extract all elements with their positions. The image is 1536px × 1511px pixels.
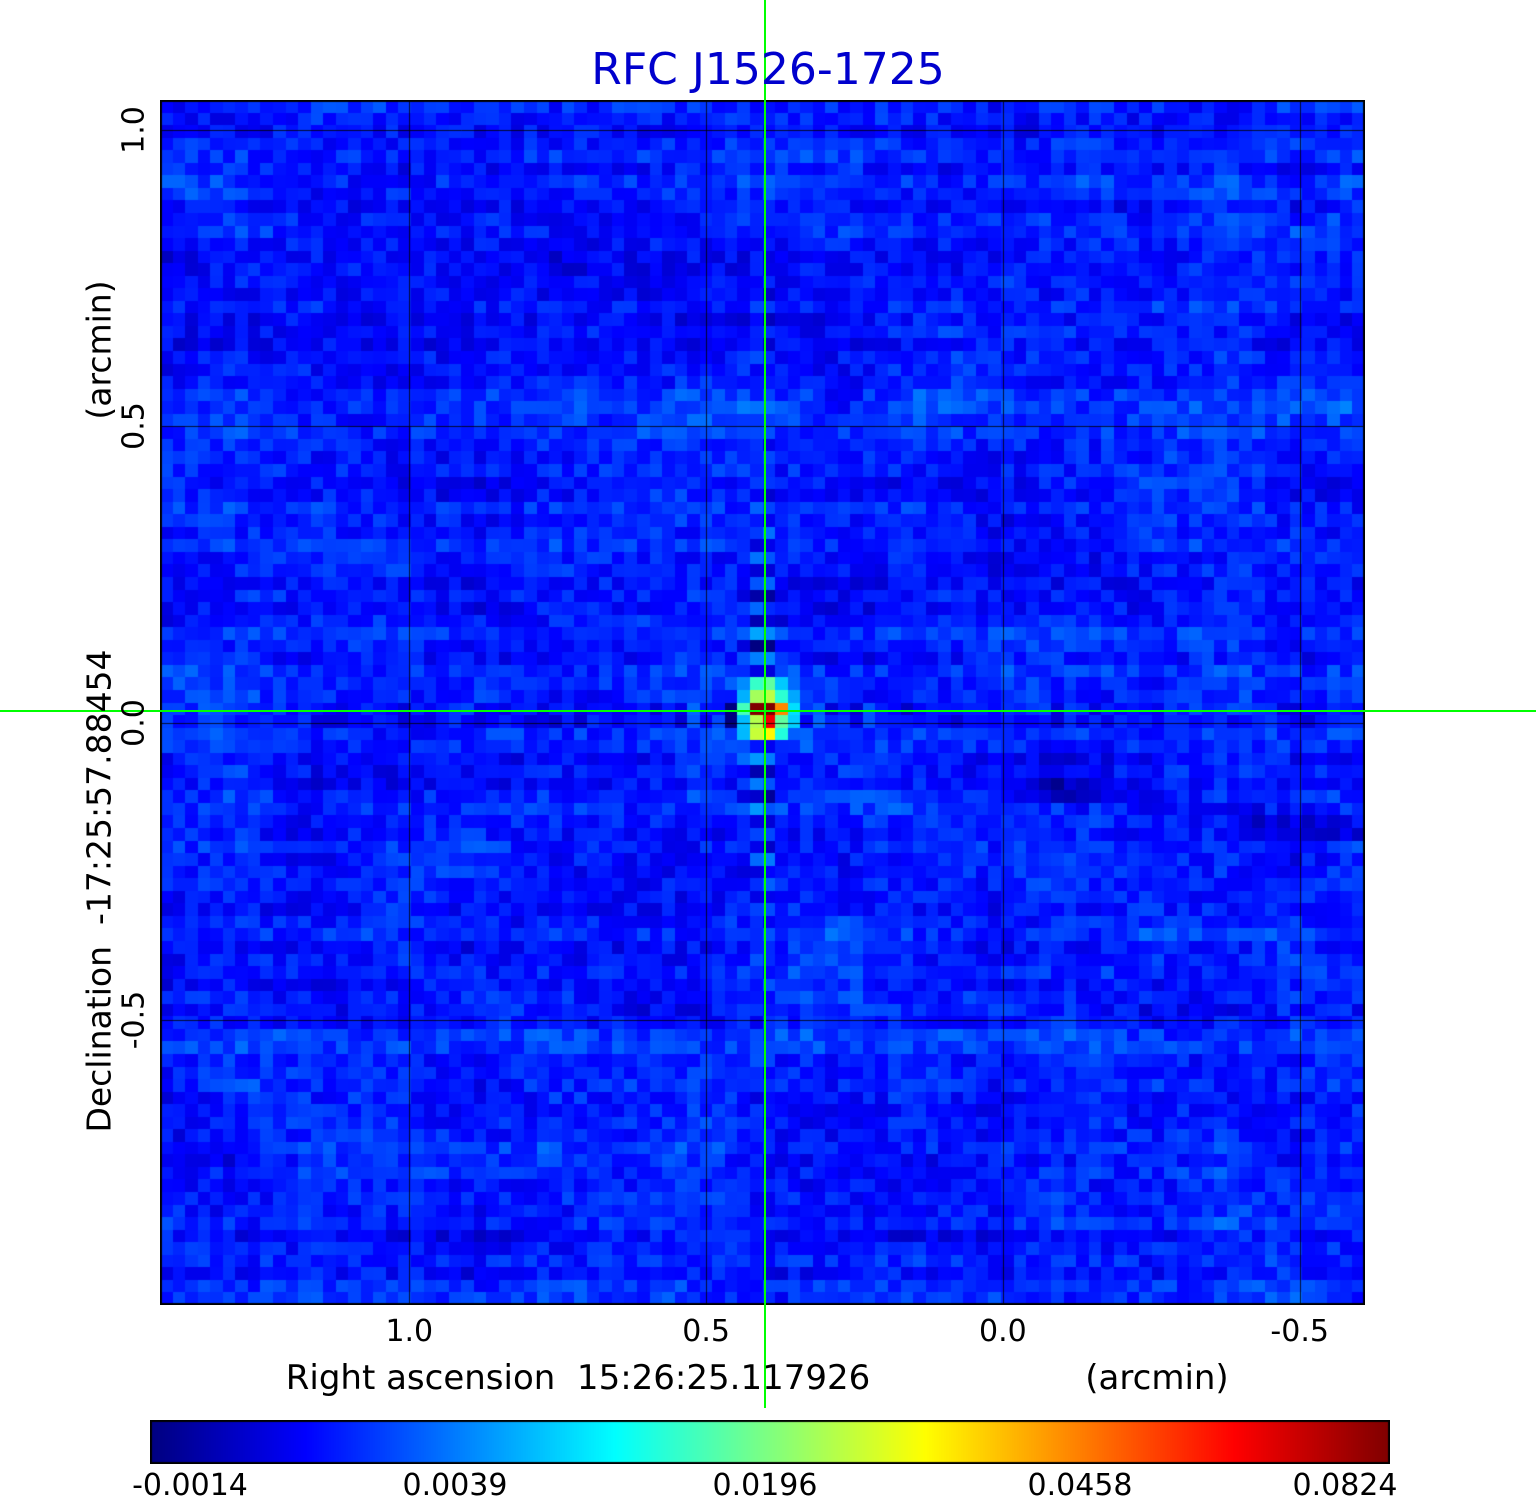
y-axis-label: Declination -17:25:57.88454 <box>79 649 119 1133</box>
plot-title: RFC J1526-1725 <box>591 44 945 95</box>
x-tick-label-3: 0.0 <box>979 1314 1027 1349</box>
crosshair-horizontal <box>0 710 1536 713</box>
x-axis-label: Right ascension 15:26:25.117926 <box>285 1358 871 1398</box>
y-axis-unit-label: (arcmin) <box>79 280 119 420</box>
colorbar-tick-label-1: -0.0014 <box>132 1468 248 1503</box>
colorbar-tick-label-3: 0.0196 <box>712 1468 818 1503</box>
x-axis-unit-label: (arcmin) <box>1085 1358 1229 1398</box>
colorbar-gradient <box>150 1420 1390 1464</box>
colorbar-tick-label-2: 0.0039 <box>402 1468 508 1503</box>
colorbar <box>150 1420 1390 1464</box>
crosshair-vertical <box>764 0 767 1408</box>
x-tick-label-2: 0.5 <box>682 1314 730 1349</box>
y-tick-label-1: 1.0 <box>116 105 152 154</box>
x-tick-label-1: 1.0 <box>385 1314 434 1349</box>
image-plot <box>160 100 1365 1305</box>
x-tick-label-4: -0.5 <box>1270 1314 1329 1349</box>
y-tick-label-3: 0.0 <box>116 699 152 748</box>
colorbar-tick-label-5: 0.0824 <box>1292 1468 1398 1503</box>
intensity-map-canvas <box>160 100 1365 1305</box>
colorbar-tick-label-4: 0.0458 <box>1027 1468 1133 1503</box>
y-tick-label-4: -0.5 <box>116 990 152 1050</box>
y-tick-label-2: 0.5 <box>116 402 152 451</box>
